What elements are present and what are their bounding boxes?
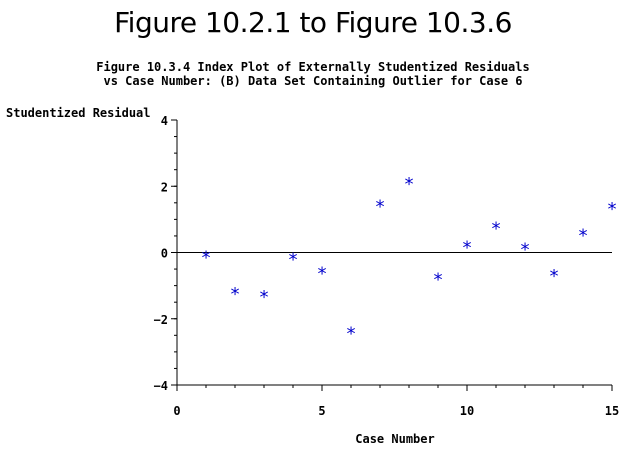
x-tick-label: 5 bbox=[318, 404, 325, 418]
y-tick-label: 4 bbox=[161, 114, 168, 128]
axes: −4 −2 0 2 4 0 5 10 15 bbox=[154, 114, 620, 418]
data-point: * bbox=[491, 219, 502, 240]
data-point: * bbox=[462, 238, 473, 259]
x-axis-label: Case Number bbox=[355, 432, 435, 446]
x-tick-label: 15 bbox=[605, 404, 619, 418]
chart-title: Figure 10.3.4 Index Plot of Externally S… bbox=[96, 60, 530, 74]
y-tick-label: 2 bbox=[161, 180, 168, 194]
data-point: * bbox=[346, 324, 357, 345]
data-point: * bbox=[433, 269, 444, 290]
data-point: * bbox=[288, 249, 299, 270]
chart-subtitle: vs Case Number: (B) Data Set Containing … bbox=[103, 74, 523, 88]
data-point: * bbox=[607, 199, 618, 220]
y-tick-label: −2 bbox=[154, 313, 168, 327]
data-point: * bbox=[520, 240, 531, 261]
x-tick-label: 10 bbox=[460, 404, 474, 418]
page-title: Figure 10.2.1 to Figure 10.3.6 bbox=[114, 6, 512, 39]
data-point: * bbox=[317, 263, 328, 284]
data-point: * bbox=[549, 266, 560, 287]
y-tick-label: −4 bbox=[154, 379, 168, 393]
data-point: * bbox=[375, 196, 386, 217]
data-point: * bbox=[201, 247, 212, 268]
data-point: * bbox=[578, 225, 589, 246]
data-point: * bbox=[259, 287, 270, 308]
x-tick-label: 0 bbox=[173, 404, 180, 418]
data-point: * bbox=[404, 174, 415, 195]
y-axis-label: Studentized Residual bbox=[6, 106, 151, 120]
data-point: * bbox=[230, 284, 241, 305]
y-tick-label: 0 bbox=[161, 247, 168, 261]
data-points: * * * * * * * * * * * * * * * bbox=[201, 174, 618, 345]
